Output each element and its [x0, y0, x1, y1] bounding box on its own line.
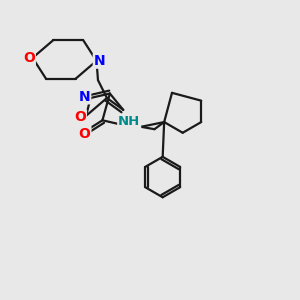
Text: O: O [79, 127, 91, 141]
Text: O: O [74, 110, 86, 124]
Text: N: N [79, 89, 90, 103]
Text: NH: NH [118, 115, 140, 128]
Text: N: N [94, 54, 105, 68]
Text: O: O [23, 51, 35, 65]
